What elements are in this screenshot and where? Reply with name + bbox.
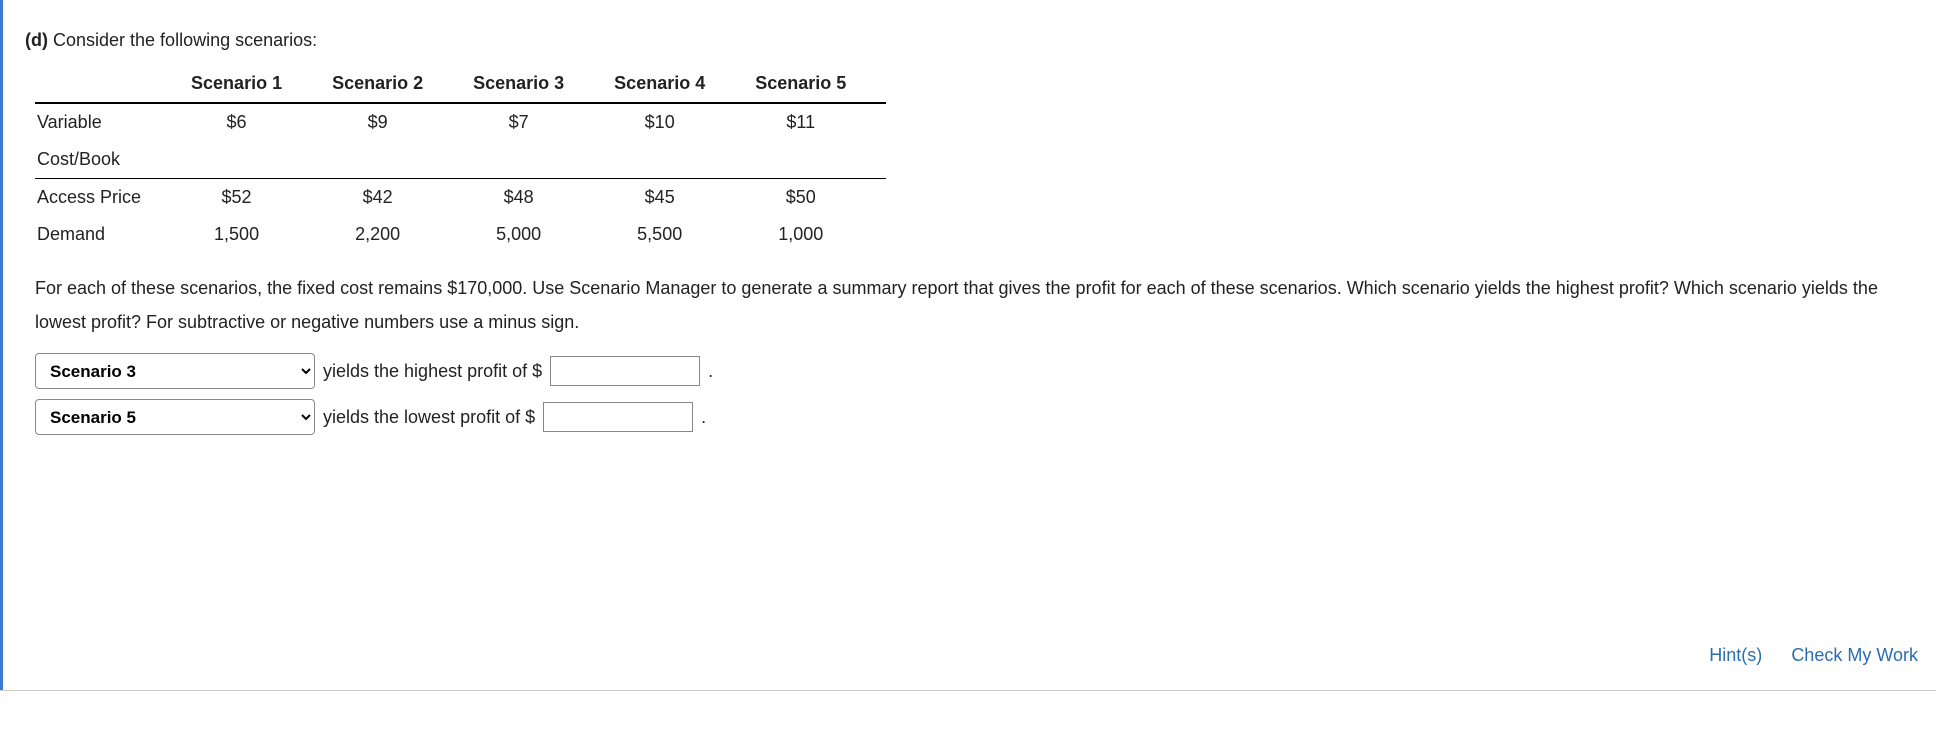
prompt-line: (d) Consider the following scenarios: [25,30,1918,51]
cell [181,141,322,179]
table-header-row: Scenario 1 Scenario 2 Scenario 3 Scenari… [35,65,886,103]
table-header: Scenario 4 [604,65,745,103]
cell: $48 [463,179,604,217]
prompt-text: Consider the following scenarios: [53,30,317,50]
answer-rows: Scenario 1 Scenario 2 Scenario 3 Scenari… [35,353,1918,435]
table-header: Scenario 3 [463,65,604,103]
check-my-work-link[interactable]: Check My Work [1791,645,1918,665]
cell: 5,000 [463,216,604,253]
scenario-table: Scenario 1 Scenario 2 Scenario 3 Scenari… [35,65,886,253]
row-label: Access Price [35,179,181,217]
lowest-profit-row: Scenario 1 Scenario 2 Scenario 3 Scenari… [35,399,1918,435]
cell: 2,200 [322,216,463,253]
table-header: Scenario 2 [322,65,463,103]
cell: $52 [181,179,322,217]
highest-profit-row: Scenario 1 Scenario 2 Scenario 3 Scenari… [35,353,1918,389]
table-row: Access Price $52 $42 $48 $45 $50 [35,179,886,217]
highest-label: yields the highest profit of $ [323,361,542,382]
cell: $9 [322,103,463,141]
row-label: Variable [35,103,181,141]
cell [604,141,745,179]
cell: $45 [604,179,745,217]
table-header: Scenario 5 [745,65,886,103]
cell: $6 [181,103,322,141]
cell [322,141,463,179]
highest-profit-input[interactable] [550,356,700,386]
lowest-scenario-select[interactable]: Scenario 1 Scenario 2 Scenario 3 Scenari… [35,399,315,435]
cell: $42 [322,179,463,217]
cell: $11 [745,103,886,141]
cell: 1,500 [181,216,322,253]
hints-link[interactable]: Hint(s) [1709,645,1762,665]
cell [463,141,604,179]
table-header: Scenario 1 [181,65,322,103]
period: . [708,361,713,382]
cell: 1,000 [745,216,886,253]
cell: $50 [745,179,886,217]
table-header-blank [35,65,181,103]
cell [745,141,886,179]
table-row: Variable $6 $9 $7 $10 $11 [35,103,886,141]
question-part-d: (d) Consider the following scenarios: Sc… [0,0,1936,690]
cell: 5,500 [604,216,745,253]
cell: $10 [604,103,745,141]
highest-scenario-select[interactable]: Scenario 1 Scenario 2 Scenario 3 Scenari… [35,353,315,389]
question-paragraph: For each of these scenarios, the fixed c… [35,271,1918,339]
row-label: Demand [35,216,181,253]
footer-divider [0,690,1936,691]
part-label: (d) [25,30,48,50]
period: . [701,407,706,428]
table-row: Cost/Book [35,141,886,179]
table-row: Demand 1,500 2,200 5,000 5,500 1,000 [35,216,886,253]
action-links: Hint(s) Check My Work [1685,645,1918,666]
lowest-profit-input[interactable] [543,402,693,432]
lowest-label: yields the lowest profit of $ [323,407,535,428]
row-label: Cost/Book [35,141,181,179]
cell: $7 [463,103,604,141]
